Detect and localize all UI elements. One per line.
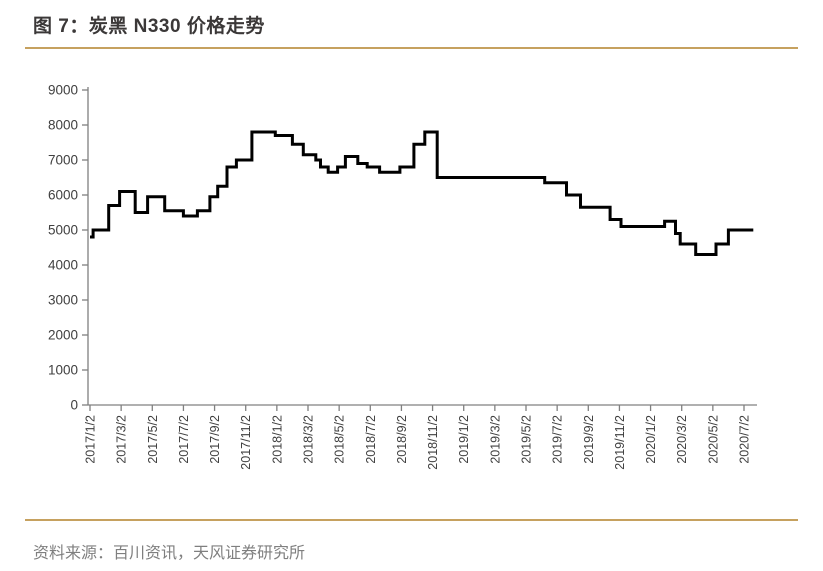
y-axis-tick-label: 7000 — [48, 153, 78, 168]
x-axis-tick-label: 2017/1/2 — [84, 415, 98, 464]
y-axis-tick-label: 5000 — [48, 223, 78, 238]
y-axis-tick-label: 4000 — [48, 258, 78, 273]
x-axis-tick-label: 2019/5/2 — [520, 415, 534, 464]
x-axis-tick-label: 2020/3/2 — [675, 415, 689, 464]
x-axis-tick-label: 2017/3/2 — [115, 415, 129, 464]
y-axis-tick-label: 6000 — [48, 188, 78, 203]
x-axis-tick-label: 2017/11/2 — [239, 415, 253, 470]
x-axis-tick-label: 2018/9/2 — [395, 415, 409, 464]
x-axis-tick-label: 2018/5/2 — [333, 415, 347, 464]
x-axis-tick-label: 2017/5/2 — [146, 415, 160, 464]
x-axis-tick-label: 2020/5/2 — [706, 415, 720, 464]
x-axis-tick-label: 2019/9/2 — [582, 415, 596, 464]
y-axis-tick-label: 1000 — [48, 363, 78, 378]
figure-title: 图 7：炭黑 N330 价格走势 — [33, 16, 265, 37]
source-divider-rule — [25, 519, 798, 521]
y-axis-tick-label: 8000 — [48, 118, 78, 133]
y-axis-tick-label: 0 — [70, 398, 78, 413]
x-axis-tick-label: 2019/3/2 — [488, 415, 502, 464]
x-axis-tick-label: 2018/7/2 — [364, 415, 378, 464]
figure-source: 资料来源：百川资讯，天风证券研究所 — [33, 545, 306, 562]
x-axis-tick-label: 2020/7/2 — [738, 415, 752, 464]
y-axis-tick-label: 3000 — [48, 293, 78, 308]
x-axis-tick-label: 2017/7/2 — [177, 415, 191, 464]
x-axis-tick-label: 2020/1/2 — [644, 415, 658, 464]
y-axis-tick-label: 9000 — [48, 83, 78, 98]
title-divider-rule — [25, 47, 798, 49]
x-axis-tick-label: 2019/7/2 — [551, 415, 565, 464]
x-axis-tick-label: 2018/3/2 — [302, 415, 316, 464]
x-axis-tick-label: 2018/11/2 — [426, 415, 440, 470]
x-axis-tick-label: 2019/1/2 — [457, 415, 471, 464]
price-series-line — [90, 130, 754, 256]
y-axis-tick-label: 2000 — [48, 328, 78, 343]
x-axis-tick-label: 2018/1/2 — [270, 415, 284, 464]
x-axis-tick-label: 2019/11/2 — [613, 415, 627, 470]
x-axis-tick-label: 2017/9/2 — [208, 415, 222, 464]
